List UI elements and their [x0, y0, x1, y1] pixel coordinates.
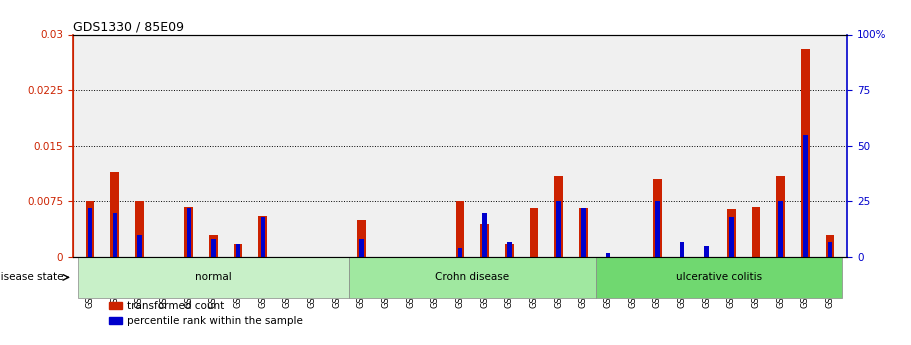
Bar: [579, 208, 588, 257]
Bar: [135, 201, 144, 257]
Bar: [653, 179, 661, 257]
Bar: [138, 235, 142, 257]
Bar: [555, 176, 563, 257]
Text: Crohn disease: Crohn disease: [435, 273, 509, 282]
Bar: [357, 220, 365, 257]
Bar: [828, 241, 832, 257]
Text: ulcerative colitis: ulcerative colitis: [676, 273, 763, 282]
Bar: [680, 241, 684, 257]
Bar: [581, 208, 586, 257]
Bar: [752, 207, 761, 257]
Bar: [236, 244, 241, 257]
Bar: [210, 235, 218, 257]
Text: disease state: disease state: [0, 273, 63, 282]
Bar: [778, 201, 783, 257]
Bar: [359, 239, 363, 257]
Bar: [480, 224, 489, 257]
Bar: [729, 217, 733, 257]
Text: normal: normal: [195, 273, 231, 282]
Bar: [184, 207, 193, 257]
Bar: [259, 216, 267, 257]
Bar: [77, 257, 349, 298]
Bar: [110, 172, 119, 257]
Bar: [505, 244, 514, 257]
Text: GDS1330 / 85E09: GDS1330 / 85E09: [73, 20, 184, 33]
Bar: [804, 135, 807, 257]
Bar: [557, 201, 561, 257]
Legend: transformed count, percentile rank within the sample: transformed count, percentile rank withi…: [109, 301, 302, 326]
Bar: [727, 209, 736, 257]
Bar: [88, 208, 92, 257]
Bar: [776, 176, 785, 257]
Bar: [261, 217, 265, 257]
Bar: [825, 235, 834, 257]
Bar: [596, 257, 843, 298]
Bar: [704, 246, 709, 257]
Bar: [801, 49, 810, 257]
Bar: [606, 253, 610, 257]
Bar: [211, 239, 216, 257]
Bar: [456, 201, 465, 257]
Bar: [86, 201, 95, 257]
Bar: [458, 248, 462, 257]
Bar: [529, 208, 538, 257]
Bar: [483, 213, 487, 257]
Bar: [349, 257, 596, 298]
Bar: [655, 201, 660, 257]
Bar: [187, 208, 191, 257]
Bar: [507, 241, 512, 257]
Bar: [234, 244, 242, 257]
Bar: [113, 213, 117, 257]
